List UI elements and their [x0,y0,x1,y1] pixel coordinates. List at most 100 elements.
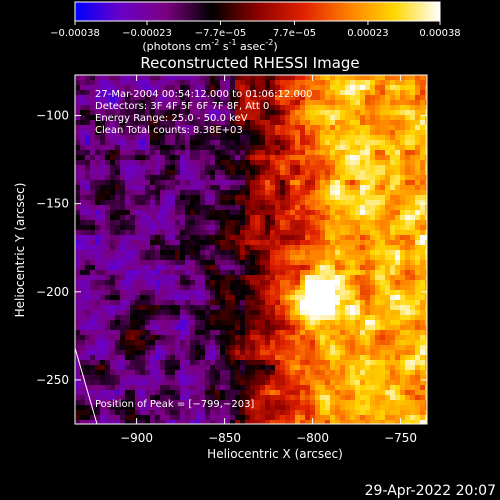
heatmap-cell [280,165,286,171]
heatmap-cell [225,125,231,131]
heatmap-cell [190,385,196,391]
heatmap-cell [160,315,166,321]
heatmap-cell [200,365,206,371]
heatmap-cell [295,250,301,256]
heatmap-cell [370,155,376,161]
heatmap-cell [95,325,101,331]
heatmap-cell [245,420,251,424]
heatmap-cell [215,305,221,311]
heatmap-cell [270,110,276,116]
heatmap-cell [140,265,146,271]
heatmap-cell [210,255,216,261]
heatmap-cell [75,285,81,291]
heatmap-cell [210,200,216,206]
heatmap-cell [145,200,151,206]
heatmap-cell [200,245,206,251]
heatmap-cell [175,105,181,111]
heatmap-cell [245,170,251,176]
heatmap-cell [325,85,331,91]
heatmap-cell [305,85,311,91]
heatmap-cell [115,330,121,336]
heatmap-cell [275,105,281,111]
heatmap-cell [415,380,421,386]
heatmap-cell [205,185,211,191]
heatmap-cell [260,420,266,424]
heatmap-cell [320,230,326,236]
heatmap-cell [260,210,266,216]
heatmap-cell [285,130,291,136]
heatmap-cell [280,240,286,246]
heatmap-cell [100,315,106,321]
heatmap-cell [345,395,351,401]
heatmap-cell [170,320,176,326]
heatmap-cell [210,305,216,311]
heatmap-cell [90,305,96,311]
heatmap-cell [105,265,111,271]
heatmap-cell [385,375,391,381]
heatmap-cell [190,370,196,376]
heatmap-cell [165,230,171,236]
heatmap-cell [150,155,156,161]
heatmap-cell [355,335,361,341]
heatmap-cell [400,160,406,166]
heatmap-cell [260,260,266,266]
heatmap-cell [115,405,121,411]
heatmap-cell [100,410,106,416]
heatmap-cell [280,100,286,106]
heatmap-cell [165,285,171,291]
heatmap-cell [230,365,236,371]
heatmap-cell [285,410,291,416]
heatmap-cell [100,385,106,391]
heatmap-cell [80,110,86,116]
heatmap-cell [80,150,86,156]
heatmap-cell [320,200,326,206]
heatmap-cell [350,155,356,161]
heatmap-cell [165,255,171,261]
heatmap-cell [425,390,427,396]
heatmap-cell [275,135,281,141]
heatmap-cell [90,75,96,81]
heatmap-cell [155,280,161,286]
heatmap-cell [335,300,341,306]
heatmap-cell [385,210,391,216]
heatmap-cell [165,170,171,176]
heatmap-cell [270,410,276,416]
heatmap-cell [135,85,141,91]
heatmap-cell [100,175,106,181]
heatmap-cell [415,100,421,106]
heatmap-cell [285,125,291,131]
heatmap-cell [195,115,201,121]
heatmap-cell [210,170,216,176]
heatmap-cell [100,180,106,186]
heatmap-cell [230,135,236,141]
heatmap-cell [160,350,166,356]
heatmap-cell [260,230,266,236]
heatmap-cell [320,310,326,316]
heatmap-cell [200,355,206,361]
heatmap-cell [205,420,211,424]
heatmap-cell [210,220,216,226]
heatmap-cell [235,345,241,351]
heatmap-cell [270,75,276,81]
heatmap-cell [365,100,371,106]
heatmap-cell [85,180,91,186]
heatmap-cell [120,310,126,316]
heatmap-cell [400,155,406,161]
heatmap-cell [165,75,171,81]
heatmap-cell [280,260,286,266]
heatmap-cell [245,365,251,371]
heatmap-cell [140,245,146,251]
heatmap-cell [200,130,206,136]
heatmap-cell [275,260,281,266]
heatmap-cell [325,380,331,386]
heatmap-cell [330,175,336,181]
heatmap-cell [135,390,141,396]
heatmap-cell [200,150,206,156]
heatmap-cell [315,235,321,241]
heatmap-cell [285,300,291,306]
heatmap-cell [290,110,296,116]
heatmap-cell [410,165,416,171]
heatmap-cell [355,245,361,251]
heatmap-cell [125,410,131,416]
heatmap-cell [75,155,81,161]
